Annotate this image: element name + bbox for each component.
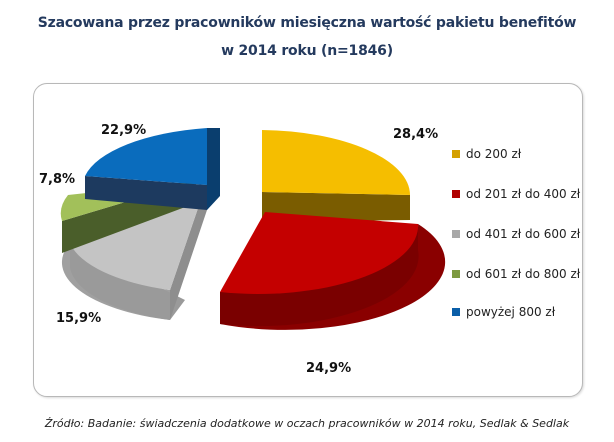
legend-item-201-400: od 201 zł do 400 zł — [452, 184, 582, 205]
legend-label: od 201 zł do 400 zł — [466, 187, 581, 201]
legend-item-powyzej-800: powyżej 800 zł — [452, 302, 582, 323]
legend-label: do 200 zł — [466, 147, 522, 161]
legend-swatch-icon — [452, 150, 460, 158]
legend-label: od 401 zł do 600 zł — [466, 227, 581, 241]
slice-do-200 — [262, 130, 410, 222]
legend-swatch-icon — [452, 190, 460, 198]
data-label-401-600: 15,9% — [56, 311, 102, 326]
legend-item-do-200: do 200 zł — [452, 144, 582, 165]
source-note: Źródło: Badanie: świadczenia dodatkowe w… — [44, 417, 570, 430]
legend-swatch-icon — [452, 270, 460, 278]
data-label-201-400: 24,9% — [306, 361, 352, 376]
data-label-do-200: 28,4% — [393, 127, 439, 142]
chart-title: Szacowana przez pracowników miesięczna w… — [37, 15, 577, 31]
chart-subtitle: w 2014 roku (n=1846) — [221, 43, 393, 59]
slice-201-400 — [220, 212, 446, 330]
data-label-powyzej-800: 22,9% — [101, 123, 147, 138]
legend-swatch-icon — [452, 308, 460, 316]
legend-item-601-800: od 601 zł do 800 zł — [452, 264, 582, 285]
legend-label: powyżej 800 zł — [466, 305, 556, 319]
legend-label: od 601 zł do 800 zł — [466, 267, 581, 281]
slice-powyzej-800 — [85, 128, 220, 210]
legend-swatch-icon — [452, 230, 460, 238]
data-label-601-800: 7,8% — [39, 172, 76, 187]
legend-item-401-600: od 401 zł do 600 zł — [452, 224, 582, 245]
